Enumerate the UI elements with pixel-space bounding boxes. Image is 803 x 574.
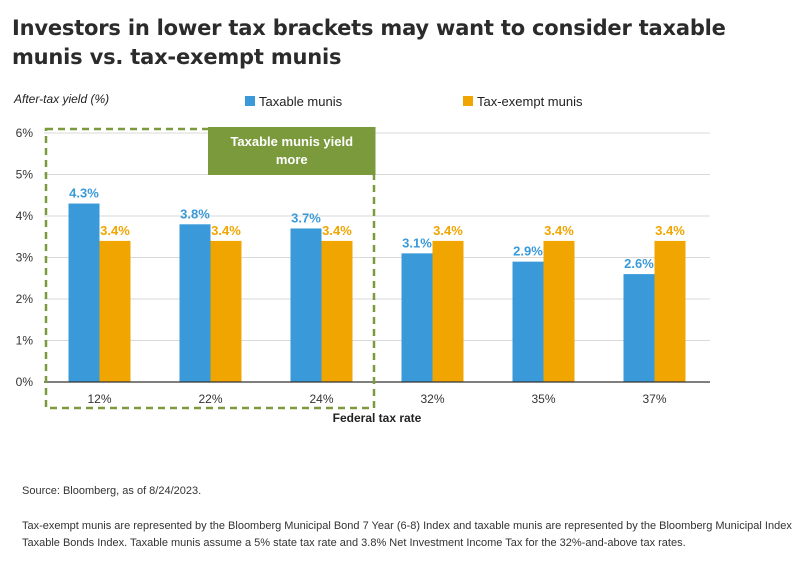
bar: [179, 224, 211, 382]
x-tick-label: 12%: [87, 392, 111, 406]
y-tick-label: 3%: [16, 251, 34, 265]
bar: [321, 240, 353, 382]
bar: [654, 240, 686, 382]
y-axis-label: After-tax yield (%): [13, 92, 109, 106]
highlight-box: [44, 127, 376, 410]
x-tick-label: 24%: [309, 392, 333, 406]
data-label: 3.4%: [322, 223, 352, 238]
data-label: 3.4%: [211, 223, 241, 238]
data-label: 3.1%: [402, 235, 432, 250]
callout-text: Taxable munis yield more: [230, 134, 353, 167]
source-note: Source: Bloomberg, as of 8/24/2023.: [22, 485, 202, 497]
callout-box: [208, 127, 376, 175]
data-label: 3.4%: [100, 223, 130, 238]
bar: [210, 240, 242, 382]
y-tick-label: 4%: [16, 209, 34, 223]
data-label: 2.6%: [624, 256, 654, 271]
data-label: 3.7%: [291, 210, 321, 225]
footnote: Tax-exempt munis are represented by the …: [22, 520, 792, 549]
legend-swatch: [245, 96, 255, 106]
y-tick-label: 0%: [16, 375, 34, 389]
bar: [68, 203, 100, 382]
y-tick-label: 5%: [16, 168, 34, 182]
data-label: 3.4%: [544, 223, 574, 238]
bar: [543, 240, 575, 382]
legend-label: Tax-exempt munis: [477, 94, 583, 109]
legend-swatch: [463, 96, 473, 106]
y-tick-label: 1%: [16, 334, 34, 348]
x-axis-label: Federal tax rate: [333, 411, 422, 425]
bar: [290, 228, 322, 382]
bar: [99, 240, 131, 382]
legend-label: Taxable munis: [259, 94, 343, 109]
data-label: 2.9%: [513, 244, 543, 259]
chart-title: Investors in lower tax brackets may want…: [12, 16, 726, 69]
x-tick-label: 35%: [531, 392, 555, 406]
x-tick-label: 37%: [642, 392, 666, 406]
bar-chart: 0% 1% 2% 3% 4% 5% 6% After-tax yield (%) Taxable…: [13, 92, 710, 425]
data-label: 4.3%: [69, 186, 99, 201]
data-label: 3.4%: [433, 223, 463, 238]
bar: [512, 261, 544, 382]
bar: [401, 253, 433, 382]
data-label: 3.8%: [180, 206, 210, 221]
bar: [432, 240, 464, 382]
y-tick-label: 2%: [16, 292, 34, 306]
y-tick-label: 6%: [16, 126, 34, 140]
data-label: 3.4%: [655, 223, 685, 238]
bar: [623, 274, 655, 382]
x-tick-label: 32%: [420, 392, 444, 406]
x-tick-label: 22%: [198, 392, 222, 406]
